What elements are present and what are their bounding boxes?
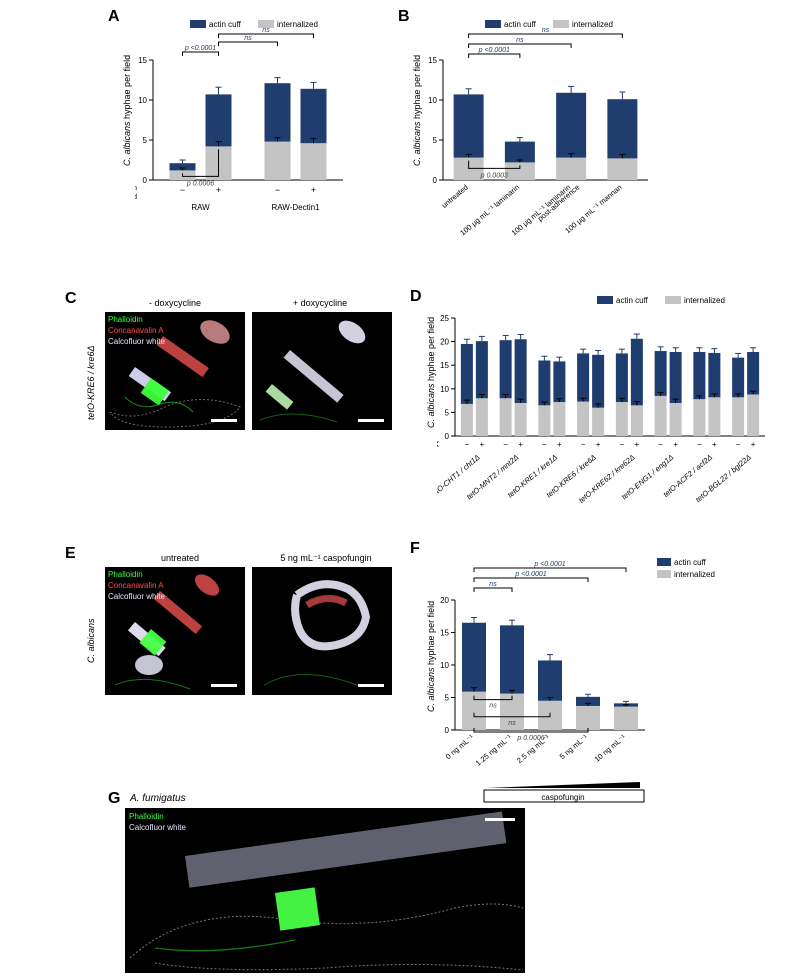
svg-text:p <0.0001: p <0.0001 — [514, 571, 546, 578]
svg-text:p 0.0003: p 0.0003 — [480, 172, 508, 179]
svg-text:ns: ns — [489, 581, 497, 588]
svg-text:p <0.0001: p <0.0001 — [184, 45, 216, 52]
svg-text:0: 0 — [445, 432, 450, 441]
panel-e-image-right — [252, 567, 392, 695]
svg-text:+: + — [596, 440, 601, 449]
panel-a-ylabel: C. albicans hyphae per field — [122, 55, 132, 166]
panel-d-label: D — [410, 288, 422, 306]
svg-text:caspofungin: caspofungin — [541, 793, 584, 802]
svg-text:20: 20 — [440, 596, 449, 605]
panel-e-image-left: Phalloidin Concanavalin A Calcofluor whi… — [105, 567, 245, 695]
svg-text:+: + — [216, 185, 221, 195]
svg-text:10 ng mL⁻¹: 10 ng mL⁻¹ — [593, 732, 628, 763]
svg-text:1.25 ng mL⁻¹: 1.25 ng mL⁻¹ — [474, 732, 514, 767]
svg-text:15: 15 — [138, 56, 147, 65]
panel-c-image-right — [252, 312, 392, 430]
svg-text:actin cuff: actin cuff — [504, 20, 537, 29]
svg-text:15: 15 — [440, 361, 449, 370]
legend-int-a: internalized — [277, 20, 318, 29]
panel-c-label: C — [65, 290, 77, 308]
panel-c-left-title: - doxycycline — [110, 298, 240, 308]
panel-e-right-title: 5 ng mL⁻¹ caspofungin — [256, 553, 396, 564]
svg-text:25: 25 — [440, 314, 449, 323]
panel-e-side: C. albicans — [86, 618, 96, 663]
svg-text:+: + — [751, 440, 756, 449]
svg-text:−: − — [542, 440, 547, 449]
svg-text:−: − — [275, 185, 280, 195]
svg-text:+: + — [712, 440, 717, 449]
svg-text:ns: ns — [516, 37, 524, 44]
svg-text:5: 5 — [445, 408, 450, 417]
svg-text:+: + — [635, 440, 640, 449]
svg-text:10: 10 — [440, 661, 449, 670]
legend-cuff-a: actin cuff — [209, 20, 242, 29]
svg-text:RAW: RAW — [191, 203, 210, 212]
svg-text:10: 10 — [138, 96, 147, 105]
panel-f-chart: 05101520 nsp <0.0001p <0.0001nsnsp 0.000… — [437, 548, 737, 806]
svg-text:−: − — [697, 440, 702, 449]
svg-text:p 0.0006: p 0.0006 — [186, 180, 214, 187]
panel-c-side: tetO-KRE6 / kre6Δ — [86, 345, 96, 420]
panel-a-label: A — [108, 8, 120, 26]
panel-d-ylabel: C. albicans hyphae per field — [426, 317, 436, 428]
panel-a-chart: actin cuff internalized 051015 RAW−+RAW-… — [135, 20, 365, 235]
svg-text:−: − — [180, 185, 185, 195]
panel-g-label: G — [108, 790, 120, 808]
svg-text:5: 5 — [433, 136, 438, 145]
panel-f-ylabel: C. albicans hyphae per field — [426, 601, 436, 712]
svg-text:ns: ns — [508, 720, 516, 727]
svg-text:15: 15 — [428, 56, 437, 65]
svg-text:internalized: internalized — [684, 296, 725, 305]
svg-text:−: − — [620, 440, 625, 449]
svg-text:−: − — [736, 440, 741, 449]
panel-f-label: F — [410, 540, 420, 558]
svg-text:ns: ns — [244, 35, 252, 42]
svg-text:internalized: internalized — [674, 570, 715, 579]
svg-text:5: 5 — [143, 136, 148, 145]
panel-c-image-left: Phalloidin Concanavalin A Calcofluor whi… — [105, 312, 245, 430]
svg-text:0: 0 — [143, 176, 148, 185]
svg-text:ns: ns — [262, 27, 270, 34]
panel-e-label: E — [65, 545, 76, 563]
svg-text:−: − — [503, 440, 508, 449]
svg-text:actin cuff: actin cuff — [616, 296, 649, 305]
svg-text:internalized: internalized — [572, 20, 613, 29]
svg-text:ns: ns — [489, 703, 497, 710]
svg-text:0: 0 — [433, 176, 438, 185]
svg-text:−: − — [581, 440, 586, 449]
svg-text:untreated: untreated — [440, 183, 470, 210]
svg-text:p <0.0001: p <0.0001 — [478, 47, 510, 54]
panel-b-chart: actin cuff internalized 0 5 10 15 untreated… — [425, 20, 685, 280]
svg-text:5 ng mL⁻¹: 5 ng mL⁻¹ — [558, 732, 590, 761]
panel-e-left-title: untreated — [115, 553, 245, 563]
svg-text:−: − — [658, 440, 663, 449]
panel-g-image: Phalloidin Calcofluor white — [125, 808, 525, 973]
svg-text:DOX: DOX — [437, 440, 440, 449]
svg-text:10: 10 — [440, 385, 449, 394]
svg-text:5: 5 — [445, 694, 450, 703]
svg-text:p <0.0001: p <0.0001 — [533, 561, 565, 568]
svg-text:−: − — [465, 440, 470, 449]
svg-text:+: + — [480, 440, 485, 449]
svg-text:15: 15 — [440, 629, 449, 638]
panel-b-label: B — [398, 8, 410, 26]
svg-text:0: 0 — [445, 726, 450, 735]
svg-text:10: 10 — [428, 96, 437, 105]
panel-g-title: A. fumigatus — [130, 793, 186, 804]
svg-text:actin cuff: actin cuff — [674, 558, 707, 567]
svg-text:RAW-Dectin1: RAW-Dectin1 — [271, 203, 320, 212]
panel-b-ylabel: C. albicans hyphae per field — [412, 55, 422, 166]
svg-text:serum: serum — [135, 183, 137, 192]
svg-text:+: + — [673, 440, 678, 449]
svg-text:+: + — [311, 185, 316, 195]
svg-text:ns: ns — [542, 27, 550, 34]
svg-text:+: + — [557, 440, 562, 449]
svg-text:20: 20 — [440, 338, 449, 347]
panel-c-right-title: + doxycycline — [255, 298, 385, 308]
svg-text:+: + — [518, 440, 523, 449]
svg-text:0 ng mL⁻¹: 0 ng mL⁻¹ — [444, 732, 476, 761]
svg-text:opsonized: opsonized — [135, 192, 137, 201]
panel-d-chart: actin cuff internalized 0510152025 −+tet… — [437, 296, 777, 526]
